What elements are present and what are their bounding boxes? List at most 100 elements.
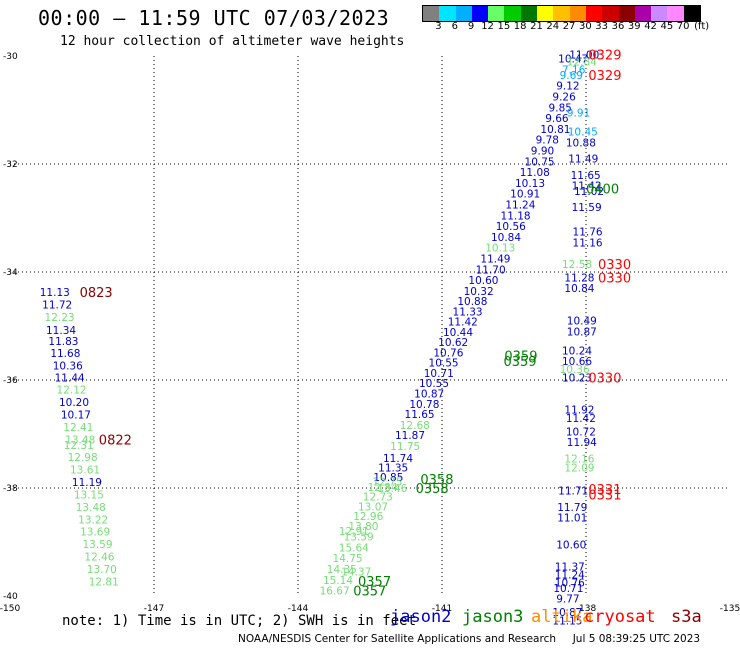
wave-height-value: 10.44 <box>443 327 473 339</box>
scale-unit: (ft) <box>694 21 710 32</box>
scale-label: 15 <box>497 21 511 32</box>
pass-time-label: 0358 <box>420 473 453 488</box>
wave-height-value: 11.87 <box>395 430 425 442</box>
satellite-legend-altika: altika <box>531 607 593 627</box>
pass-time-label: 0331 <box>588 483 621 498</box>
wave-height-value: 11.28 <box>564 272 594 284</box>
pass-time-label: 0330 <box>588 371 621 386</box>
pass-time-label: 0823 <box>80 286 113 301</box>
wave-height-value: 11.24 <box>555 569 585 581</box>
wave-height-value: 12.81 <box>89 576 119 588</box>
generated-timestamp: Jul 5 08:39:25 UTC 2023 <box>572 633 701 645</box>
pass-time-label: 0330 <box>598 258 631 273</box>
scale-swatch <box>504 6 521 21</box>
wave-height-value: 10.32 <box>464 286 494 298</box>
wave-height-value: 11.74 <box>383 453 413 465</box>
scale-label: 12 <box>481 21 494 32</box>
scale-label: 39 <box>627 21 641 32</box>
wave-height-value: 9.26 <box>552 92 576 104</box>
wave-height-value: 10.60 <box>468 275 498 287</box>
scale-swatch <box>423 6 440 21</box>
wave-height-value: 13.48 <box>65 434 95 446</box>
pass-time-label: 0358 <box>416 482 449 497</box>
wave-height-value: 7.16 <box>562 65 586 77</box>
footnote: note: 1) Time is in UTC; 2) SWH is in fe… <box>62 613 417 629</box>
wave-height-value: 10.75 <box>525 156 555 168</box>
wave-height-value: 10.81 <box>540 124 570 136</box>
wave-height-value: 12.46 <box>84 552 114 564</box>
wave-height-value: 11.65 <box>405 409 435 421</box>
pass-time-label: 0330 <box>598 271 631 286</box>
scale-swatch <box>455 6 472 21</box>
wave-height-value: 11.24 <box>505 200 535 212</box>
wave-height-value: 10.24 <box>562 345 592 357</box>
wave-height-value: 11.16 <box>573 237 603 249</box>
pass-time-label: 0359 <box>504 350 537 365</box>
wave-height-value: 11.33 <box>453 306 483 318</box>
pass-time-label: 0329 <box>588 69 621 84</box>
wave-height-value: 10.55 <box>419 378 449 390</box>
scale-swatch <box>439 6 456 21</box>
wave-height-value: 10.91 <box>510 189 540 201</box>
lon-tick-label: -141 <box>432 604 452 614</box>
scale-label: 70 <box>676 21 690 32</box>
scale-swatch <box>488 6 505 21</box>
pass-time-label: 0357 <box>358 575 391 590</box>
wave-height-value: 15.14 <box>323 575 353 587</box>
wave-height-value: 11.49 <box>480 254 510 266</box>
wave-height-value: 13.22 <box>78 514 108 526</box>
lat-tick-label: -36 <box>3 376 18 386</box>
wave-height-value: 10.55 <box>429 358 459 370</box>
wave-height-value: 10.85 <box>373 472 403 484</box>
pass-time-label: 0329 <box>588 48 621 63</box>
lon-tick-label: -144 <box>288 604 309 614</box>
wave-height-value: 10.56 <box>496 221 526 233</box>
wave-height-value: 10.60 <box>556 540 586 552</box>
scale-swatch <box>634 6 652 21</box>
wave-height-value: 10.84 <box>491 232 521 244</box>
wave-height-value: 13.07 <box>358 501 388 513</box>
wave-height-value: 13.48 <box>76 502 106 514</box>
wave-height-value: 10.88 <box>457 296 487 308</box>
credit-line: NOAA/NESDIS Center for Satellite Applica… <box>238 633 700 645</box>
wave-height-value: 10.71 <box>553 583 583 595</box>
wave-height-value: 10.76 <box>555 578 585 590</box>
wave-height-value: 9.69 <box>560 70 583 82</box>
wave-height-value: 14.37 <box>341 567 371 579</box>
lat-tick-label: -38 <box>3 484 18 494</box>
lon-tick-label: -138 <box>576 604 597 614</box>
wave-height-value: 16.67 <box>320 586 350 598</box>
wave-height-value: 13.61 <box>70 465 100 477</box>
scale-label: 18 <box>513 21 527 32</box>
wave-height-value: 9.12 <box>556 81 579 93</box>
wave-height-value: 11.65 <box>571 170 601 182</box>
pass-time-label: 0331 <box>588 488 621 503</box>
wave-height-value: 12.16 <box>564 453 594 465</box>
page-title: 00:00 – 11:59 UTC 07/03/2023 <box>38 6 390 30</box>
scale-label: 24 <box>546 21 560 32</box>
wave-height-value: 12.84 <box>567 56 597 68</box>
wave-height-value: 11.71 <box>558 486 588 498</box>
wave-height-value: 12.23 <box>45 312 75 324</box>
wave-height-value: 11.01 <box>557 513 587 525</box>
wave-height-value: 11.49 <box>568 154 598 166</box>
pass-time-label: 0359 <box>503 355 536 370</box>
wave-height-value: 12.68 <box>400 420 430 432</box>
wave-height-value: 12.41 <box>63 422 93 434</box>
scale-label: 3 <box>435 21 442 32</box>
wave-height-value: 11.68 <box>50 348 80 360</box>
scale-swatch <box>602 6 619 21</box>
wave-height-value: 11.42 <box>566 413 596 425</box>
wave-height-value: 9.78 <box>536 135 559 147</box>
wave-height-value: 15.64 <box>339 542 369 554</box>
wave-height-value: 10.13 <box>515 178 545 190</box>
wave-height-value: 11.35 <box>378 462 408 474</box>
wave-height-value: 12.58 <box>562 259 592 271</box>
scale-label: 9 <box>467 21 475 32</box>
satellite-legend-cryosat: cryosat <box>584 607 656 627</box>
wave-height-value: 11.75 <box>390 441 420 453</box>
scale-swatch <box>651 6 668 21</box>
wave-height-value: 11.42 <box>572 181 602 193</box>
scale-swatch <box>520 6 538 21</box>
wave-height-value: 10.17 <box>61 410 91 422</box>
